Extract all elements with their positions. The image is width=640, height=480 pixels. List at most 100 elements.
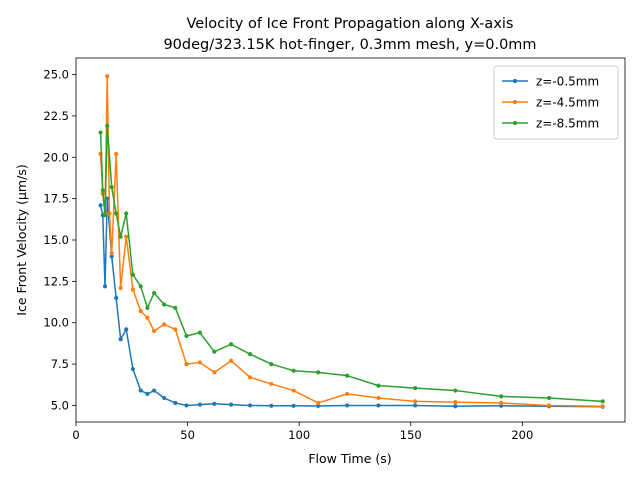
data-point bbox=[197, 330, 202, 335]
data-point bbox=[212, 401, 217, 406]
data-point bbox=[376, 395, 381, 401]
data-point bbox=[162, 322, 167, 327]
chart-subtitle: 90deg/323.15K hot-finger, 0.3mm mesh, y=… bbox=[163, 37, 536, 53]
data-point bbox=[114, 295, 119, 301]
legend-marker-0 bbox=[512, 78, 518, 84]
data-point bbox=[173, 305, 178, 310]
data-point bbox=[247, 403, 253, 408]
data-point bbox=[152, 388, 157, 393]
data-point bbox=[413, 399, 418, 404]
data-point bbox=[600, 404, 605, 409]
data-point bbox=[130, 366, 136, 372]
data-point bbox=[114, 151, 119, 157]
legend-label-2: z=-8.5mm bbox=[536, 117, 599, 131]
data-point bbox=[453, 400, 458, 405]
data-point bbox=[269, 381, 274, 387]
data-point bbox=[130, 272, 136, 277]
data-point bbox=[102, 284, 108, 289]
data-point bbox=[173, 327, 178, 332]
plot-area: 0 50 100 150 200 5.0 7.5 10.0 12.5 15.0 17.5 20.0 22… bbox=[43, 57, 626, 442]
y-tick-label: 10.0 bbox=[43, 316, 69, 330]
data-point bbox=[130, 287, 136, 292]
data-point bbox=[413, 385, 418, 391]
data-point bbox=[162, 395, 167, 401]
y-tick-label: 25.0 bbox=[43, 68, 69, 82]
data-point bbox=[316, 370, 321, 375]
y-tick-label: 15.0 bbox=[43, 233, 69, 247]
data-point bbox=[102, 213, 108, 218]
data-point bbox=[376, 403, 381, 408]
y-tick-label: 17.5 bbox=[43, 192, 69, 206]
data-point bbox=[291, 388, 296, 393]
data-point bbox=[547, 395, 552, 401]
data-point bbox=[118, 337, 123, 342]
y-tick-label: 7.5 bbox=[51, 357, 69, 371]
data-point bbox=[197, 360, 202, 365]
x-tick-label: 50 bbox=[180, 428, 195, 442]
data-point bbox=[173, 400, 178, 406]
data-point bbox=[376, 383, 381, 388]
data-point bbox=[184, 403, 189, 408]
data-point bbox=[184, 333, 189, 339]
data-point bbox=[124, 327, 129, 332]
legend-marker-1 bbox=[512, 99, 518, 105]
data-point bbox=[152, 290, 157, 296]
data-point bbox=[269, 403, 274, 408]
data-point bbox=[229, 358, 234, 363]
data-point bbox=[145, 315, 150, 320]
data-point bbox=[453, 404, 458, 409]
data-point bbox=[138, 284, 143, 289]
data-point bbox=[453, 388, 458, 393]
y-tick-label: 22.5 bbox=[43, 109, 69, 123]
y-tick-label: 20.0 bbox=[43, 150, 69, 164]
y-tick-label: 12.5 bbox=[43, 274, 69, 288]
data-point bbox=[98, 203, 103, 208]
x-tick-label: 0 bbox=[72, 428, 79, 442]
data-point bbox=[345, 373, 350, 378]
series-line-2 bbox=[99, 125, 603, 403]
x-tick-label: 150 bbox=[400, 428, 422, 442]
data-point bbox=[109, 251, 114, 256]
data-point bbox=[118, 285, 123, 291]
data-point bbox=[212, 370, 217, 375]
data-point bbox=[600, 399, 605, 404]
legend-label-1: z=-4.5mm bbox=[536, 96, 599, 110]
y-tick-label: 5.0 bbox=[51, 398, 69, 412]
x-tick-label: 200 bbox=[511, 428, 533, 442]
data-point bbox=[247, 352, 253, 357]
data-point bbox=[229, 342, 234, 347]
data-point bbox=[316, 403, 321, 409]
data-point bbox=[499, 400, 504, 406]
data-point bbox=[413, 403, 418, 408]
data-point bbox=[124, 211, 129, 216]
data-point bbox=[118, 234, 123, 239]
data-point bbox=[345, 391, 350, 396]
x-tick-label: 100 bbox=[288, 428, 310, 442]
data-point bbox=[212, 349, 217, 354]
chart-title: Velocity of Ice Front Propagation along … bbox=[187, 16, 514, 32]
data-point bbox=[316, 400, 321, 406]
series-line-0 bbox=[99, 197, 603, 408]
data-point bbox=[345, 403, 350, 408]
data-point bbox=[291, 403, 296, 408]
data-point bbox=[269, 361, 274, 367]
data-point bbox=[107, 211, 112, 216]
data-point bbox=[109, 184, 114, 190]
data-point bbox=[138, 309, 143, 314]
data-point bbox=[152, 328, 157, 334]
legend-box bbox=[493, 65, 619, 140]
data-point bbox=[247, 375, 253, 380]
data-point bbox=[100, 188, 105, 193]
data-point bbox=[229, 402, 234, 407]
data-point bbox=[184, 361, 189, 367]
data-point bbox=[98, 130, 103, 135]
data-point bbox=[124, 234, 129, 239]
legend-label-0: z=-0.5mm bbox=[536, 75, 599, 89]
data-point bbox=[114, 211, 119, 216]
data-point bbox=[109, 254, 114, 259]
data-point bbox=[291, 368, 296, 373]
legend: z=-0.5mm z=-4.5mm z=-8.5mm bbox=[493, 65, 619, 140]
data-point bbox=[138, 388, 143, 393]
series-line-1 bbox=[99, 75, 603, 408]
